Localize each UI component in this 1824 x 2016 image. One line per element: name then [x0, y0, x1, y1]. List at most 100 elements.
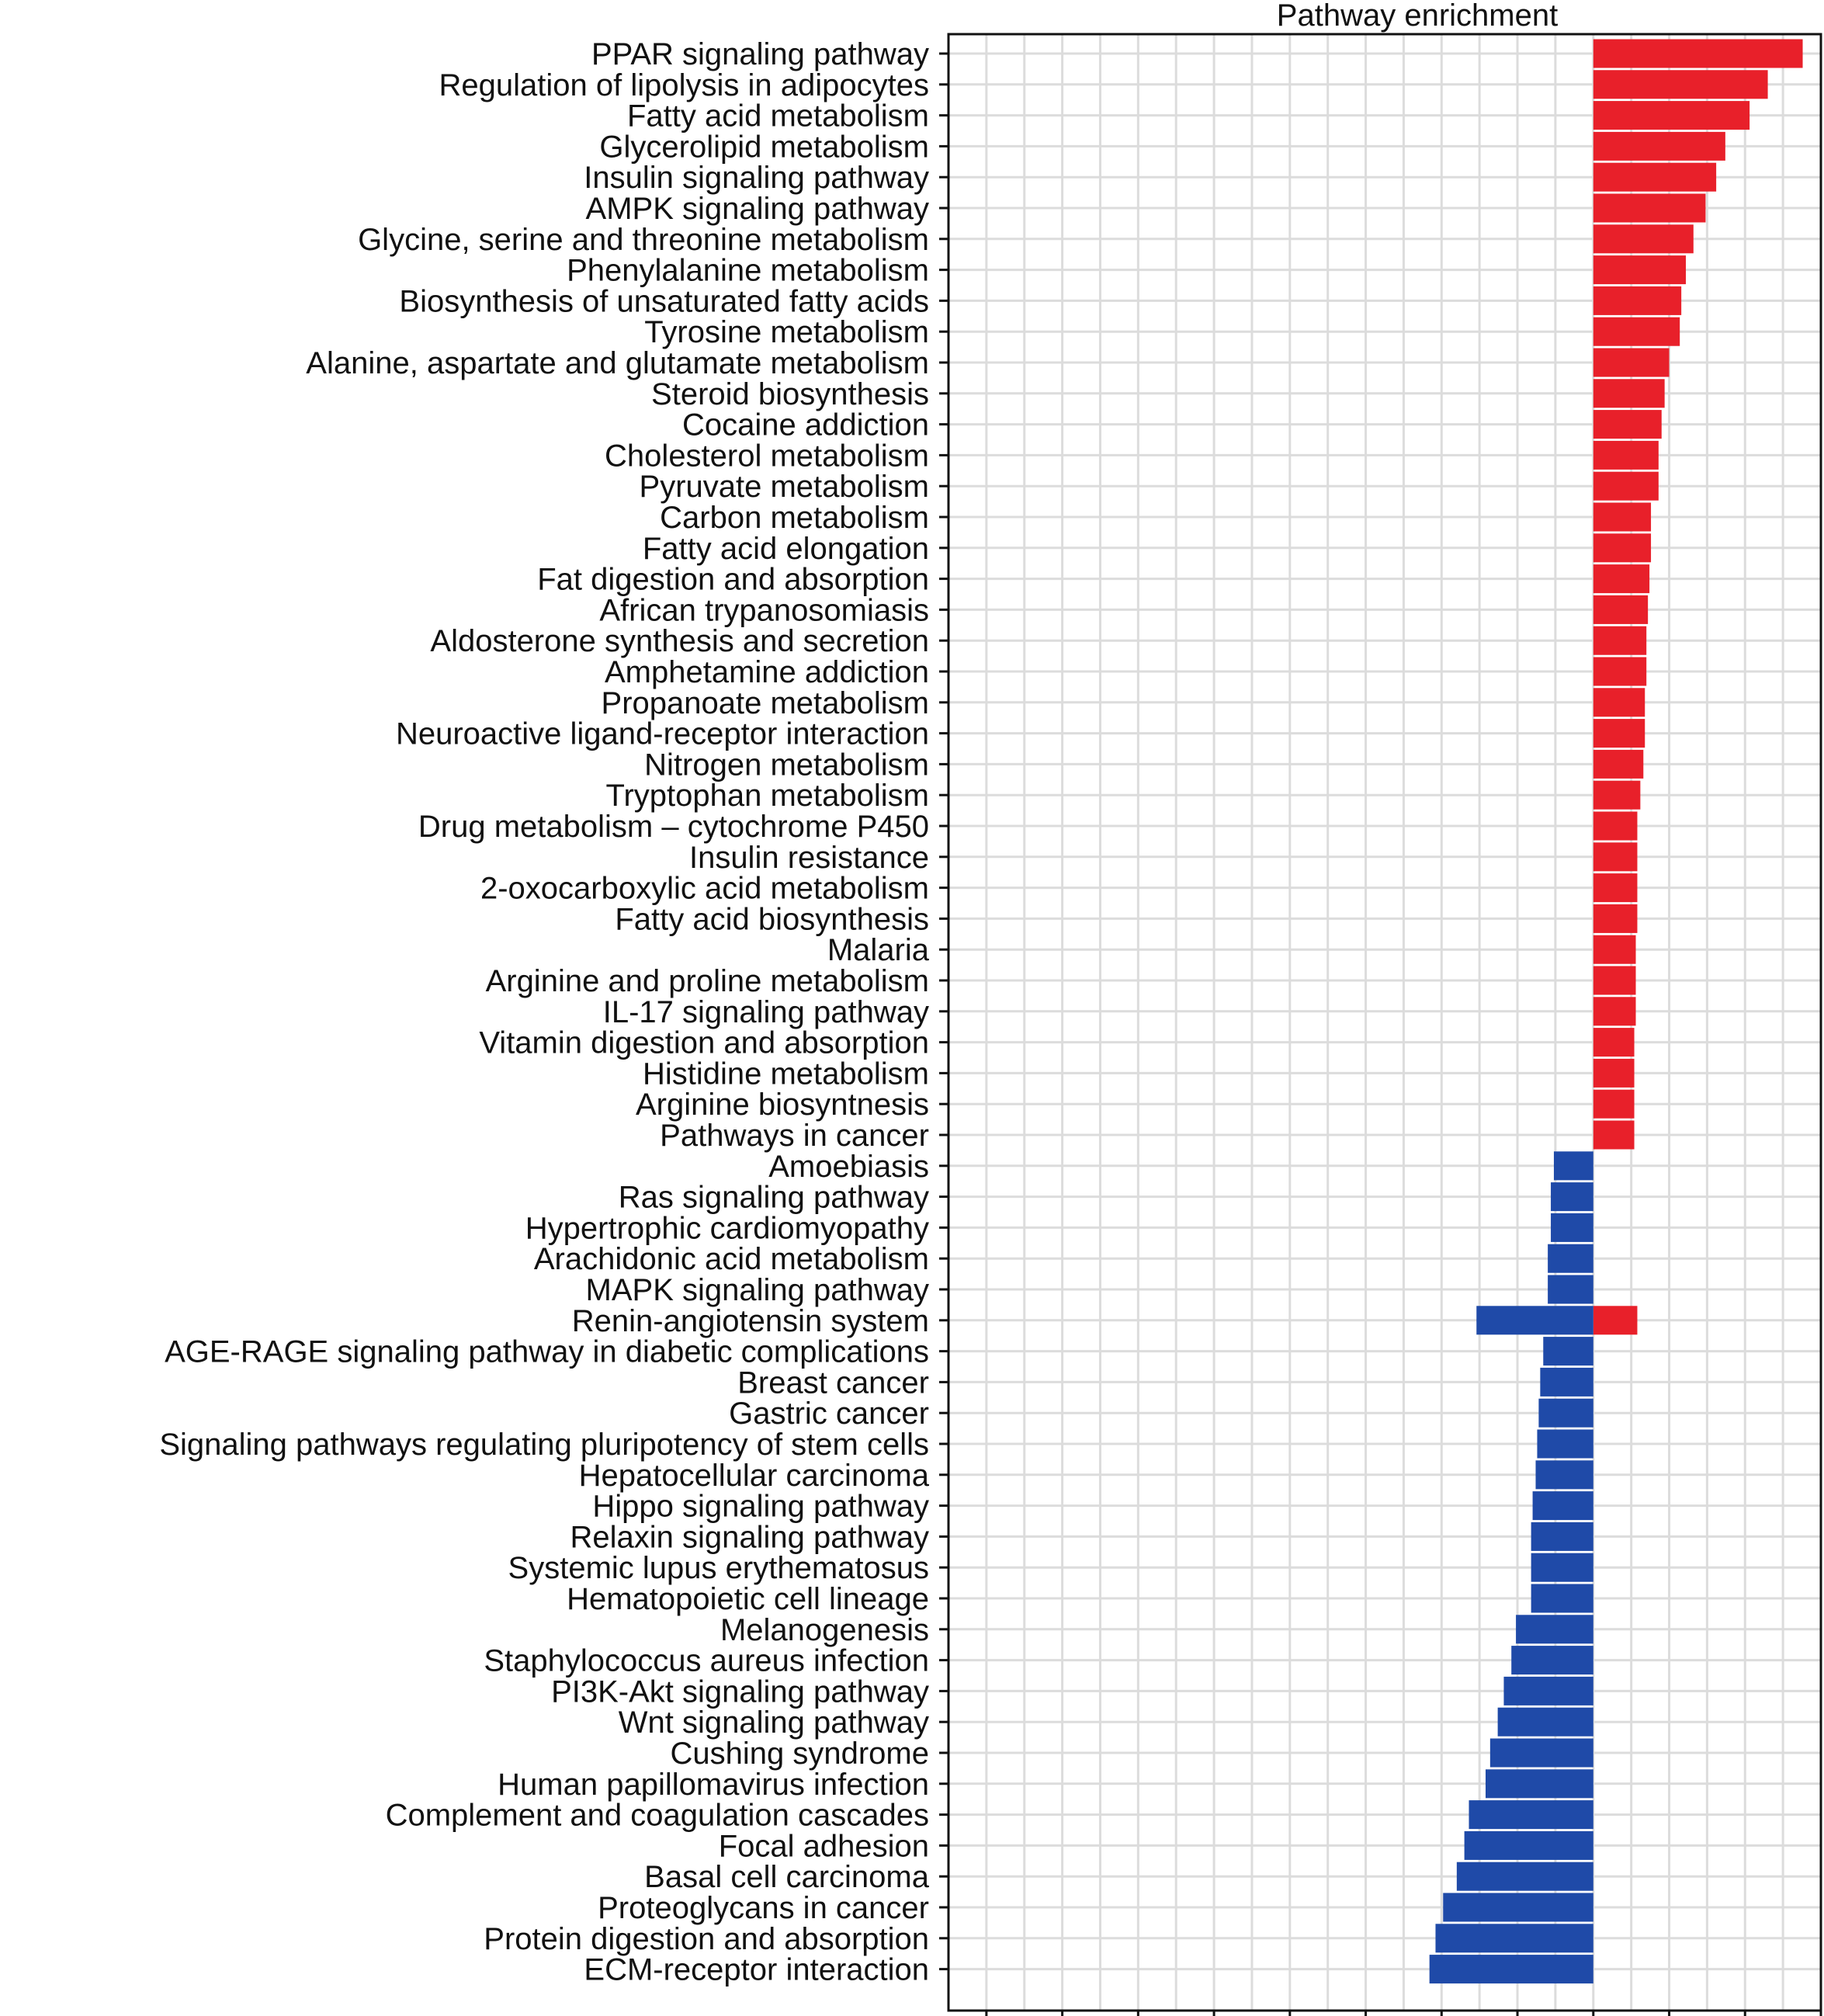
bar-negative	[1537, 1429, 1593, 1459]
bar-negative	[1485, 1769, 1593, 1799]
category-label: Cholesterol metabolism	[605, 439, 929, 473]
category-label: Pathways in cancer	[660, 1119, 929, 1153]
bar-positive	[1593, 348, 1670, 377]
bar-positive	[1593, 749, 1644, 779]
bar-positive	[1593, 688, 1645, 717]
category-label: AGE-RAGE signaling pathway in diabetic c…	[165, 1335, 929, 1369]
category-label: Complement and coagulation cascades	[386, 1799, 929, 1833]
category-label: Ras signaling pathway	[619, 1181, 929, 1215]
bars	[1429, 39, 1803, 1984]
category-label: Regulation of lipolysis in adipocytes	[439, 68, 929, 102]
category-label: Fatty acid metabolism	[627, 99, 929, 134]
category-label: ECM-receptor interaction	[584, 1953, 929, 1987]
category-label: Tryptophan metabolism	[606, 779, 929, 813]
category-label: Cocaine addiction	[682, 408, 929, 442]
bar-negative	[1489, 1738, 1593, 1768]
category-label: Steroid biosynthesis	[651, 377, 929, 411]
category-label: Human papillomavirus infection	[498, 1768, 929, 1802]
bar-positive	[1593, 410, 1662, 439]
category-label: Wnt signaling pathway	[619, 1705, 929, 1740]
bar-positive	[1593, 997, 1636, 1026]
bar-positive	[1593, 502, 1652, 532]
bar-positive	[1593, 564, 1650, 594]
category-label: Relaxin signaling pathway	[570, 1520, 930, 1554]
bar-positive	[1593, 255, 1687, 285]
category-label: Nitrogen metabolism	[644, 748, 929, 782]
bar-positive	[1593, 842, 1638, 872]
category-label: Propanoate metabolism	[602, 686, 929, 720]
category-label: Protein digestion and absorption	[484, 1922, 929, 1956]
category-label: Biosynthesis of unsaturated fatty acids	[399, 284, 929, 318]
bar-negative	[1497, 1707, 1593, 1737]
bar-positive	[1593, 70, 1768, 99]
bar-negative	[1435, 1924, 1593, 1953]
category-label: Staphylococcus aureus infection	[484, 1644, 929, 1678]
bar-negative	[1543, 1337, 1593, 1366]
bar-positive	[1593, 101, 1750, 130]
bar-positive	[1593, 224, 1694, 254]
category-label: MAPK signaling pathway	[586, 1273, 929, 1307]
bar-negative	[1535, 1460, 1593, 1490]
category-label: Insulin resistance	[689, 841, 929, 875]
bar-positive	[1593, 471, 1659, 501]
category-label: Hippo signaling pathway	[592, 1490, 929, 1524]
bar-positive	[1593, 719, 1645, 748]
category-label: Fatty acid elongation	[643, 532, 929, 566]
category-label: PPAR signaling pathway	[591, 37, 929, 71]
bar-positive	[1593, 626, 1647, 655]
category-label: Signaling pathways regulating pluripoten…	[159, 1428, 929, 1462]
category-label: Pyruvate metabolism	[640, 470, 929, 504]
category-label: Systemic lupus erythematosus	[508, 1551, 929, 1585]
category-label: Glycine, serine and threonine metabolism	[358, 223, 929, 257]
category-label: PI3K-Akt signaling pathway	[551, 1674, 929, 1709]
bar-positive	[1593, 1028, 1635, 1057]
bar-negative	[1469, 1800, 1593, 1830]
bar-positive	[1593, 780, 1641, 810]
bar-negative	[1551, 1213, 1593, 1242]
bar-negative	[1456, 1862, 1593, 1891]
bar-positive	[1593, 39, 1803, 68]
category-label: Tyrosine metabolism	[644, 315, 929, 349]
bar-negative	[1476, 1306, 1593, 1335]
bar-positive	[1593, 657, 1647, 686]
bar-positive	[1593, 162, 1717, 192]
category-label: IL-17 signaling pathway	[603, 995, 929, 1029]
bar-negative	[1503, 1676, 1593, 1705]
bar-negative	[1548, 1275, 1593, 1304]
bar-positive	[1593, 595, 1649, 624]
category-label: Renin-angiotensin system	[572, 1304, 929, 1338]
category-label: Amphetamine addiction	[605, 655, 929, 689]
category-label: 2-oxocarboxylic acid metabolism	[480, 872, 929, 906]
category-label: Hypertrophic cardiomyopathy	[525, 1211, 929, 1245]
category-label: Insulin signaling pathway	[584, 161, 929, 195]
category-label: Hepatocellular carcinoma	[579, 1459, 930, 1493]
bar-negative	[1548, 1244, 1593, 1273]
bar-negative	[1511, 1646, 1593, 1675]
bar-positive	[1593, 1058, 1635, 1088]
bar-positive	[1593, 317, 1680, 346]
chart-title: Pathway enrichment	[1277, 0, 1558, 33]
bar-negative	[1443, 1893, 1593, 1922]
axis-ticks	[939, 52, 1822, 2016]
bar-positive	[1593, 379, 1665, 408]
category-label: Focal adhesion	[719, 1829, 929, 1863]
bar-negative	[1464, 1830, 1593, 1860]
category-label: Amoebiasis	[768, 1150, 929, 1184]
category-label: Histidine metabolism	[643, 1057, 929, 1091]
category-label: Breast cancer	[737, 1365, 929, 1400]
category-label: Proteoglycans in cancer	[598, 1891, 929, 1925]
bar-positive	[1593, 873, 1638, 903]
category-label: Phenylalanine metabolism	[567, 254, 929, 288]
plot-border	[947, 33, 1822, 2012]
category-label: Arachidonic acid metabolism	[534, 1242, 929, 1276]
bar-negative	[1551, 1182, 1593, 1212]
category-label: Hematopoietic cell lineage	[567, 1582, 929, 1616]
category-label: Fatty acid biosynthesis	[615, 902, 929, 936]
category-label: Arginine and proline metabolism	[486, 964, 929, 998]
category-label: Malaria	[827, 933, 930, 967]
bar-negative	[1540, 1367, 1593, 1397]
bar-negative	[1531, 1522, 1593, 1551]
bar-negative	[1429, 1955, 1593, 1984]
bar-positive	[1593, 935, 1636, 964]
